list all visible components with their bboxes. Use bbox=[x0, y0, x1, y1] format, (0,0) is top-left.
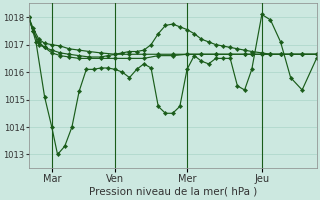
X-axis label: Pression niveau de la mer( hPa ): Pression niveau de la mer( hPa ) bbox=[89, 187, 257, 197]
